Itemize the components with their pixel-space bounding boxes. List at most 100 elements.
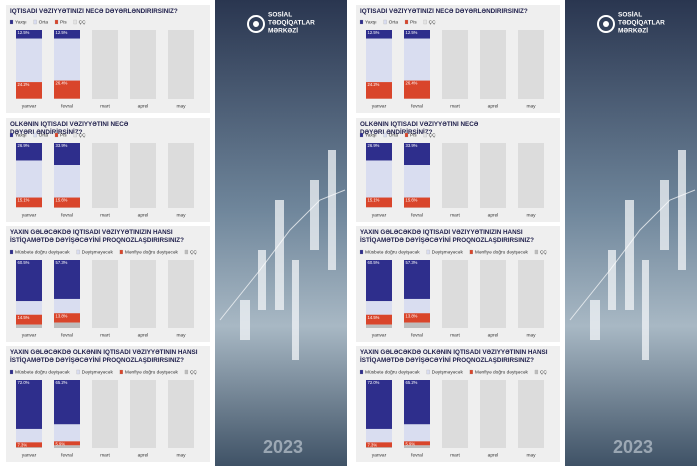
value-label: 7.3% <box>368 442 378 447</box>
legend-swatch <box>534 369 539 375</box>
x-tick-label: may <box>526 104 536 109</box>
legend-label: ÇÇ <box>190 369 197 375</box>
legend-label: Dəyişməyəcək <box>432 369 464 375</box>
x-tick-label: aprel <box>138 452 149 458</box>
candle <box>625 200 634 310</box>
legend-label: Mənfiyə doğru dəyişəcək <box>125 369 179 375</box>
bar-segment <box>54 30 80 39</box>
empty-column <box>130 260 156 328</box>
bar-segment <box>366 82 392 99</box>
bar-segment <box>16 314 42 325</box>
x-tick-label: may <box>176 333 186 338</box>
candle <box>608 250 616 310</box>
legend-swatch <box>76 369 80 375</box>
legend-swatch <box>359 249 364 255</box>
empty-column <box>130 143 156 208</box>
legend-swatch <box>184 369 189 375</box>
chart-title-box: ÖLKƏNİN İQTİSADİ VƏZİYYƏTİNİ NECƏ DƏYƏRL… <box>360 121 478 136</box>
bar-segment <box>404 38 430 81</box>
empty-column <box>518 143 544 208</box>
value-label: 5.9% <box>406 441 416 446</box>
value-label: 12.5% <box>406 30 418 35</box>
x-tick-label: fevral <box>61 212 73 218</box>
bar-segment <box>366 207 392 208</box>
chart-title-box: İQTİSADİ VƏZİYYƏTİNİZİ NECƏ DƏYƏRLƏNDİRİ… <box>10 8 178 15</box>
legend-swatch <box>54 132 59 138</box>
x-tick-label: yanvar <box>22 212 37 218</box>
bar-segment <box>404 424 430 442</box>
bar-segment <box>54 260 80 299</box>
value-label: 60.5% <box>18 260 30 265</box>
bar-segment <box>404 380 430 425</box>
x-tick-label: mart <box>100 212 110 218</box>
chart-title: İQTİSADİ VƏZİYYƏTİNİZİ NECƏ DƏYƏRLƏNDİRİ… <box>360 8 528 15</box>
bar-segment <box>366 260 392 302</box>
bar-segment <box>16 160 42 198</box>
bar-segment <box>16 301 42 315</box>
legend-swatch <box>359 19 364 25</box>
bar-segment <box>404 80 430 99</box>
bar-segment <box>54 313 80 323</box>
x-tick-label: mart <box>100 103 110 109</box>
x-tick-label: aprel <box>488 103 499 109</box>
value-label: 7.3% <box>18 442 28 447</box>
empty-column <box>518 380 544 448</box>
empty-column <box>92 380 118 448</box>
logo-text: SOSİAL <box>618 11 642 19</box>
legend-label: Pis <box>410 132 417 138</box>
value-label: 14.5% <box>18 315 30 320</box>
value-label: 57.3% <box>406 260 418 265</box>
x-tick-label: fevral <box>61 452 73 458</box>
bar-segment <box>366 197 392 208</box>
trend-line <box>569 189 696 321</box>
bar-segment <box>366 143 392 161</box>
legend-label: Yaxşı <box>15 19 27 25</box>
value-label: 15.1% <box>18 198 30 203</box>
legend-swatch <box>423 132 427 138</box>
legend-label: Müsbətə doğru dəyişəcək <box>15 249 70 255</box>
bar-segment <box>404 165 430 198</box>
x-tick-label: mart <box>450 212 460 218</box>
bar-segment <box>404 441 430 446</box>
legend-swatch <box>9 249 14 255</box>
empty-column <box>442 380 468 448</box>
x-tick-label: mart <box>450 103 460 109</box>
logo-text: SOSİAL <box>268 11 292 19</box>
bar-segment <box>54 38 80 81</box>
legend-label: Pis <box>60 19 67 25</box>
value-label: 5.9% <box>56 441 66 446</box>
x-tick-label: fevral <box>411 212 423 218</box>
x-tick-label: fevral <box>411 332 423 338</box>
bar-segment <box>404 260 430 299</box>
legend-label: Mənfiyə doğru dəyişəcək <box>475 249 529 255</box>
bar-segment <box>366 38 392 83</box>
bar-segment <box>404 30 430 39</box>
empty-column <box>92 260 118 328</box>
bar-segment <box>366 160 392 198</box>
legend-label: Dəyişməyəcək <box>432 249 464 255</box>
value-label: 33.9% <box>56 143 68 148</box>
x-tick-label: fevral <box>61 103 73 109</box>
value-label: 60.5% <box>368 260 380 265</box>
x-tick-label: yanvar <box>372 212 387 218</box>
legend-swatch <box>404 132 409 138</box>
x-tick-label: aprel <box>488 332 499 338</box>
value-label: 15.6% <box>56 198 68 203</box>
candle <box>310 180 319 250</box>
bar-segment <box>54 322 80 328</box>
bar-segment <box>366 447 392 448</box>
bar-segment <box>16 380 42 429</box>
bar-segment <box>16 207 42 208</box>
chart-title-box: YAXIN GƏLƏCƏKDƏ ÖLKƏNİN İQTİSADİ VƏZİYYƏ… <box>10 349 198 364</box>
candle <box>660 180 669 250</box>
chart-title: ÖLKƏNİN İQTİSADİ VƏZİYYƏTİNİ NECƏ DƏYƏRL… <box>10 121 129 136</box>
chart-title: YAXIN GƏLƏCƏKDƏ ÖLKƏNİN İQTİSADİ VƏZİYYƏ… <box>10 349 198 364</box>
bar-segment <box>366 301 392 315</box>
value-label: 12.5% <box>56 30 68 35</box>
empty-column <box>92 143 118 208</box>
value-label: 15.1% <box>368 198 380 203</box>
legend-swatch <box>54 19 59 25</box>
candle <box>240 300 250 340</box>
legend-label: ÇÇ <box>540 369 547 375</box>
